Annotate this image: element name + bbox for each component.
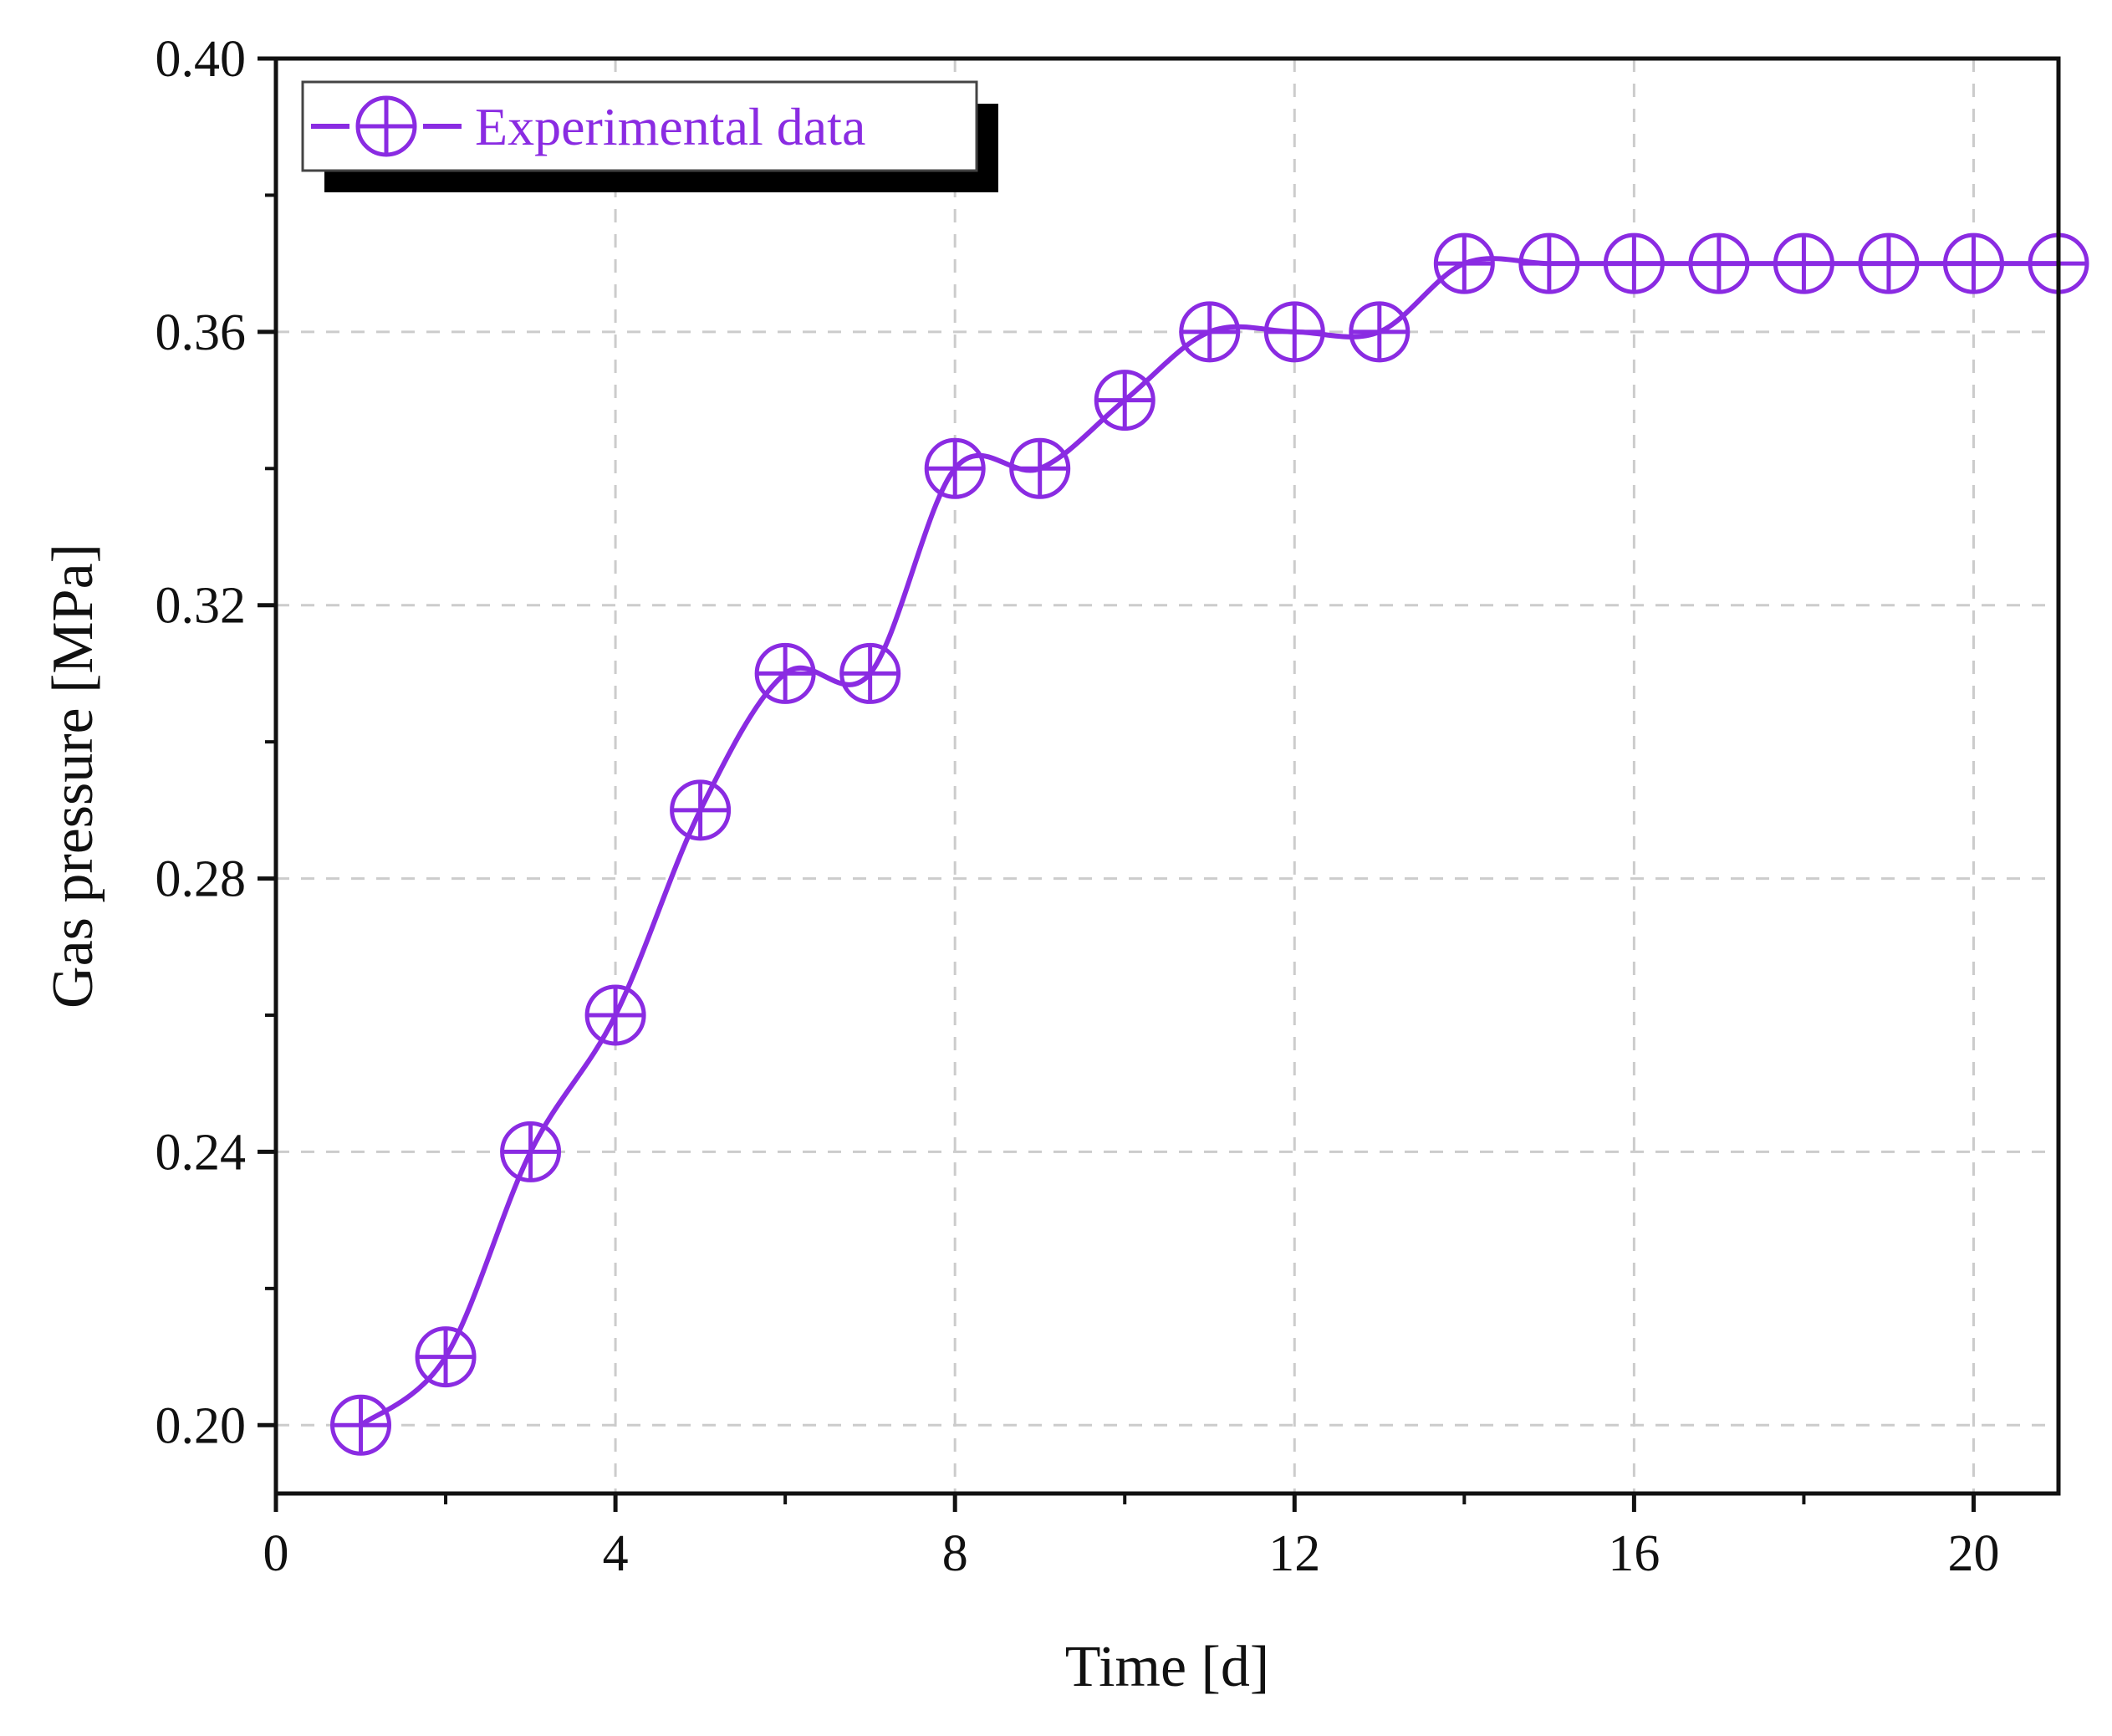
data-point-marker: [1009, 437, 1071, 499]
data-point-marker: [1688, 232, 1750, 294]
data-point-marker: [415, 1326, 477, 1388]
legend: Experimental data: [301, 80, 998, 192]
data-point-marker: [1942, 232, 2004, 294]
x-tick-label: 16: [1608, 1525, 1660, 1582]
data-point-marker: [1518, 232, 1580, 294]
y-tick-label: 0.28: [156, 851, 247, 908]
data-point-marker: [1433, 232, 1495, 294]
plot-border: [273, 56, 2061, 1496]
grid-lines: [276, 59, 2058, 1493]
y-tick-label: 0.32: [156, 578, 247, 635]
legend-box: [301, 80, 978, 172]
legend-label: Experimental data: [475, 97, 865, 156]
data-point-marker: [584, 984, 646, 1046]
data-point-marker: [500, 1121, 562, 1182]
data-point-marker: [1179, 301, 1241, 363]
data-point-marker: [1263, 301, 1325, 363]
data-point-marker: [1603, 232, 1665, 294]
x-axis-title: Time [d]: [1065, 1635, 1269, 1699]
data-point-marker: [1349, 301, 1411, 363]
x-tick-label: 20: [1947, 1525, 1999, 1582]
y-tick-label: 0.40: [156, 31, 247, 88]
data-point-marker: [1773, 232, 1834, 294]
data-point-marker: [839, 642, 901, 704]
y-axis-title: Gas pressure [MPa]: [41, 544, 105, 1008]
tick-labels: 0 4 8 12 16 20 0.20 0.24 0.28 0.32 0.36 0.40: [156, 31, 2000, 1582]
x-tick-label: 0: [263, 1525, 289, 1582]
axis-ticks: [258, 56, 1976, 1512]
x-tick-label: 4: [603, 1525, 629, 1582]
plot-frame: [273, 56, 2061, 1496]
data-point-marker: [924, 437, 986, 499]
x-tick-label: 8: [942, 1525, 968, 1582]
y-tick-label: 0.20: [156, 1397, 247, 1454]
y-tick-label: 0.36: [156, 304, 247, 361]
data-point-marker: [754, 642, 816, 704]
y-tick-label: 0.24: [156, 1124, 247, 1181]
data-point-marker: [670, 779, 732, 841]
data-point-marker: [1858, 232, 1920, 294]
data-point-marker: [1094, 370, 1155, 431]
x-tick-label: 12: [1268, 1525, 1320, 1582]
data-point-marker: [330, 1394, 392, 1456]
